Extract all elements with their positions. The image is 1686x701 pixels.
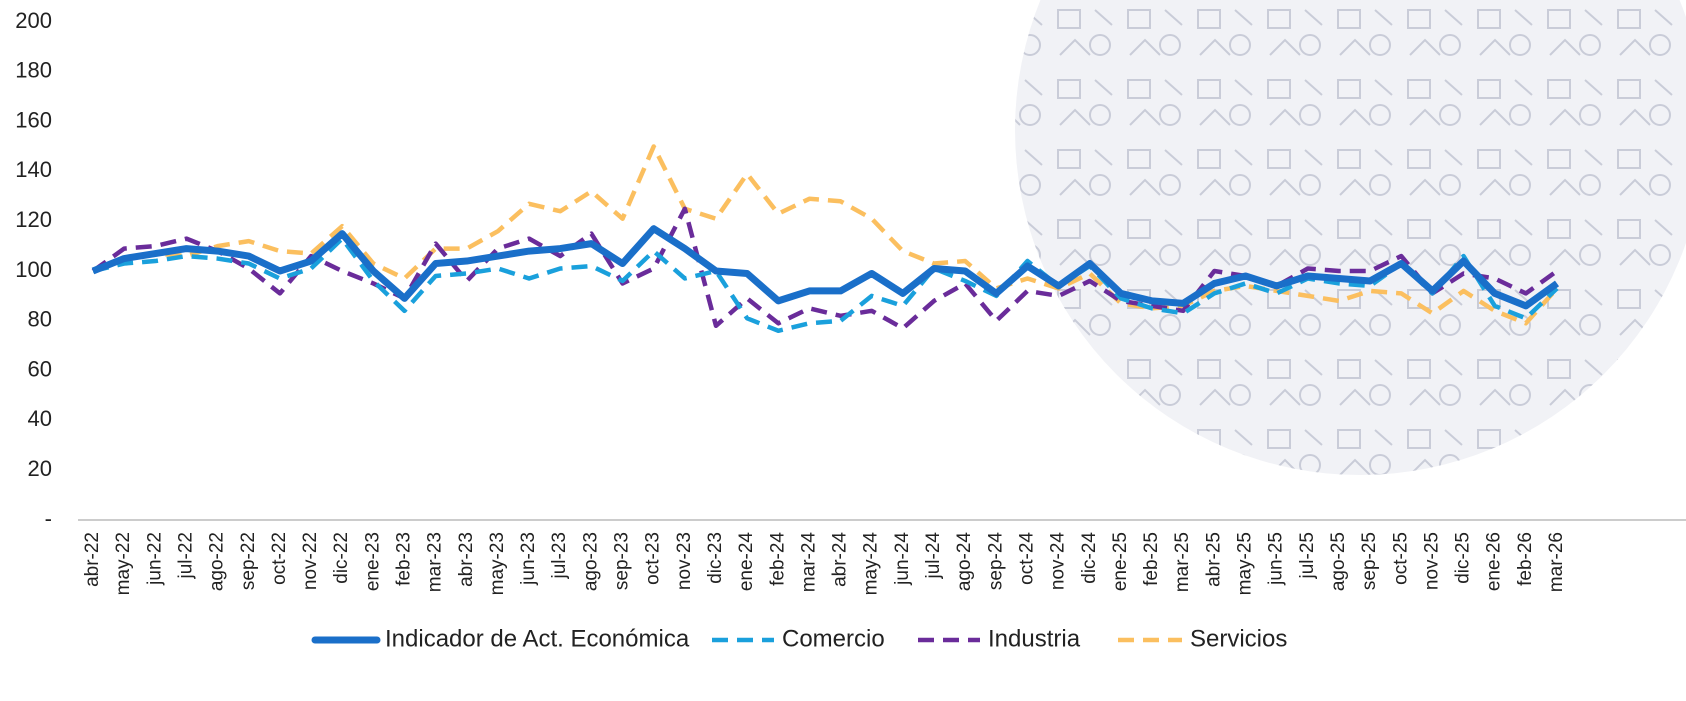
x-tick-label: nov-22 [300, 532, 321, 590]
x-tick-label: mar-26 [1546, 532, 1567, 592]
x-tick-label: feb-25 [1141, 532, 1162, 586]
x-tick-label: feb-23 [394, 532, 415, 586]
x-tick-label: jul-22 [175, 532, 196, 579]
x-tick-label: may-22 [113, 532, 134, 595]
x-tick-label: feb-26 [1515, 532, 1536, 586]
y-tick-label: 180 [15, 58, 52, 83]
series-line [91, 206, 1559, 331]
x-tick-label: ago-23 [580, 532, 601, 591]
x-tick-label: abr-23 [456, 532, 477, 587]
x-tick-label: dic-22 [331, 532, 352, 584]
x-tick-label: jul-24 [923, 532, 944, 580]
x-tick-label: ene-26 [1484, 532, 1505, 591]
y-tick-label: 120 [15, 207, 52, 232]
x-tick-label: dic-24 [1079, 532, 1100, 584]
x-tick-label: may-25 [1235, 532, 1256, 595]
y-tick-label: 140 [15, 157, 52, 182]
x-tick-label: jun-24 [892, 532, 913, 586]
legend-label: Indicador de Act. Económica [385, 625, 690, 652]
x-tick-label: abr-24 [830, 532, 851, 587]
x-tick-label: nov-25 [1421, 532, 1442, 590]
legend-label: Comercio [782, 625, 885, 652]
y-tick-label: 60 [28, 356, 52, 381]
x-tick-label: nov-23 [674, 532, 695, 590]
y-tick-label: 100 [15, 257, 52, 282]
y-tick-label: 40 [28, 406, 52, 431]
x-tick-label: mar-24 [798, 532, 819, 593]
x-tick-label: may-23 [487, 532, 508, 595]
background-decoration [1015, 0, 1686, 475]
y-tick-label: 80 [28, 307, 52, 332]
x-tick-label: sep-23 [612, 532, 633, 590]
x-tick-label: oct-24 [1016, 532, 1037, 585]
x-tick-label: sep-22 [238, 532, 259, 590]
x-tick-label: ago-22 [207, 532, 228, 591]
x-tick-label: dic-25 [1453, 532, 1474, 584]
y-tick-label: 160 [15, 107, 52, 132]
y-tick-label: 200 [15, 8, 52, 33]
series-line [91, 225, 1560, 310]
x-tick-label: nov-24 [1048, 532, 1069, 591]
legend-label: Servicios [1190, 625, 1287, 652]
y-tick-label: 20 [28, 456, 52, 481]
x-tick-label: ene-24 [736, 532, 757, 592]
x-tick-label: jul-25 [1297, 532, 1318, 579]
y-tick-label: - [45, 506, 52, 531]
x-tick-label: sep-24 [985, 532, 1006, 591]
x-tick-label: ago-25 [1328, 532, 1349, 591]
series-line [92, 144, 1559, 326]
x-tick-label: abr-25 [1203, 532, 1224, 587]
x-tick-label: dic-23 [705, 532, 726, 584]
x-tick-label: ene-25 [1110, 532, 1131, 591]
x-tick-label: feb-24 [767, 532, 788, 586]
x-tick-label: ene-23 [362, 532, 383, 591]
legend-label: Industria [988, 625, 1081, 652]
x-tick-label: jun-23 [518, 532, 539, 586]
x-tick-label: jun-22 [144, 532, 165, 586]
x-tick-label: oct-23 [643, 532, 664, 585]
x-tick-label: jul-23 [549, 532, 570, 579]
x-tick-label: sep-25 [1359, 532, 1380, 590]
x-tick-label: oct-22 [269, 532, 290, 585]
x-tick-label: ago-24 [954, 532, 975, 592]
x-tick-label: mar-23 [425, 532, 446, 592]
x-tick-label: mar-25 [1172, 532, 1193, 592]
x-tick-label: abr-22 [82, 532, 103, 587]
x-tick-label: oct-25 [1390, 532, 1411, 585]
x-tick-label: jun-25 [1266, 532, 1287, 586]
x-tick-label: may-24 [861, 532, 882, 596]
